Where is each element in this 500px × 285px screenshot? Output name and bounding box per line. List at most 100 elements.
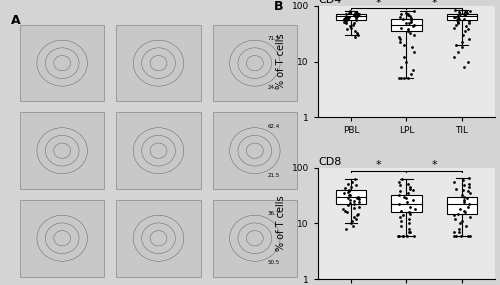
Point — [353, 13, 361, 18]
Point — [354, 12, 362, 16]
Point — [352, 14, 360, 19]
Point — [396, 40, 404, 45]
Point — [356, 197, 364, 202]
Point — [340, 207, 347, 211]
Point — [402, 21, 409, 26]
Bar — [212, 25, 297, 101]
Text: CD4: CD4 — [318, 0, 342, 5]
Bar — [20, 25, 104, 101]
Point — [396, 37, 404, 42]
Bar — [446, 197, 477, 214]
Point — [400, 55, 407, 59]
Point — [405, 217, 413, 221]
Point — [402, 10, 410, 15]
Point — [396, 189, 404, 193]
Point — [409, 68, 417, 72]
Point — [405, 221, 413, 226]
Point — [351, 10, 359, 15]
Point — [404, 191, 412, 195]
Bar — [20, 112, 104, 189]
Point — [351, 12, 359, 17]
Point — [454, 19, 462, 24]
Point — [409, 198, 417, 203]
Point — [408, 188, 416, 192]
Point — [406, 18, 414, 23]
Point — [397, 65, 405, 69]
Point — [454, 20, 462, 25]
Text: 50.5: 50.5 — [268, 260, 280, 265]
Point — [460, 195, 468, 199]
Text: *: * — [432, 160, 437, 170]
Point — [348, 180, 356, 184]
Point — [399, 17, 407, 21]
Point — [343, 210, 351, 214]
Point — [341, 186, 349, 190]
Point — [452, 42, 460, 47]
Text: *: * — [376, 0, 382, 8]
Point — [342, 227, 350, 231]
Point — [454, 14, 462, 19]
Point — [464, 59, 472, 64]
Point — [465, 176, 473, 180]
Point — [345, 15, 353, 20]
Point — [458, 32, 466, 37]
Point — [454, 227, 462, 231]
Point — [406, 204, 413, 209]
Text: 62.4: 62.4 — [268, 124, 280, 129]
Bar — [212, 200, 297, 276]
Point — [454, 49, 462, 54]
Point — [462, 24, 470, 28]
Point — [410, 234, 418, 238]
Point — [396, 15, 404, 20]
Point — [394, 180, 402, 184]
Point — [459, 188, 467, 192]
Point — [403, 200, 411, 205]
Point — [350, 20, 358, 25]
Point — [342, 16, 349, 20]
Point — [354, 11, 362, 15]
Point — [403, 234, 411, 238]
Y-axis label: % of T cells: % of T cells — [276, 34, 286, 89]
Point — [342, 16, 349, 20]
Point — [456, 207, 464, 211]
Point — [450, 234, 458, 238]
Point — [404, 12, 412, 17]
Point — [351, 34, 359, 39]
Point — [351, 177, 359, 182]
Point — [394, 234, 402, 238]
Point — [350, 215, 358, 219]
Point — [404, 227, 412, 231]
Point — [466, 191, 474, 195]
Point — [354, 14, 362, 19]
Bar — [116, 25, 200, 101]
Point — [349, 23, 357, 27]
Point — [456, 12, 464, 17]
Point — [404, 27, 412, 31]
Point — [460, 198, 468, 203]
Point — [410, 23, 418, 27]
Point — [350, 13, 358, 17]
Point — [346, 201, 354, 205]
Bar — [336, 190, 366, 204]
Point — [465, 185, 473, 189]
Point — [396, 219, 404, 223]
Point — [352, 183, 360, 188]
Point — [456, 9, 464, 14]
Point — [450, 15, 458, 19]
Point — [348, 26, 356, 30]
Point — [465, 37, 473, 42]
Point — [409, 24, 417, 28]
Point — [352, 15, 360, 20]
Point — [452, 186, 460, 191]
Point — [456, 221, 464, 226]
Point — [354, 211, 362, 216]
Point — [460, 200, 468, 205]
Point — [458, 219, 466, 223]
Point — [451, 217, 459, 221]
Point — [342, 18, 349, 23]
Point — [350, 205, 358, 210]
Point — [464, 182, 472, 187]
Point — [458, 40, 466, 45]
Point — [398, 11, 406, 16]
Point — [461, 210, 469, 214]
